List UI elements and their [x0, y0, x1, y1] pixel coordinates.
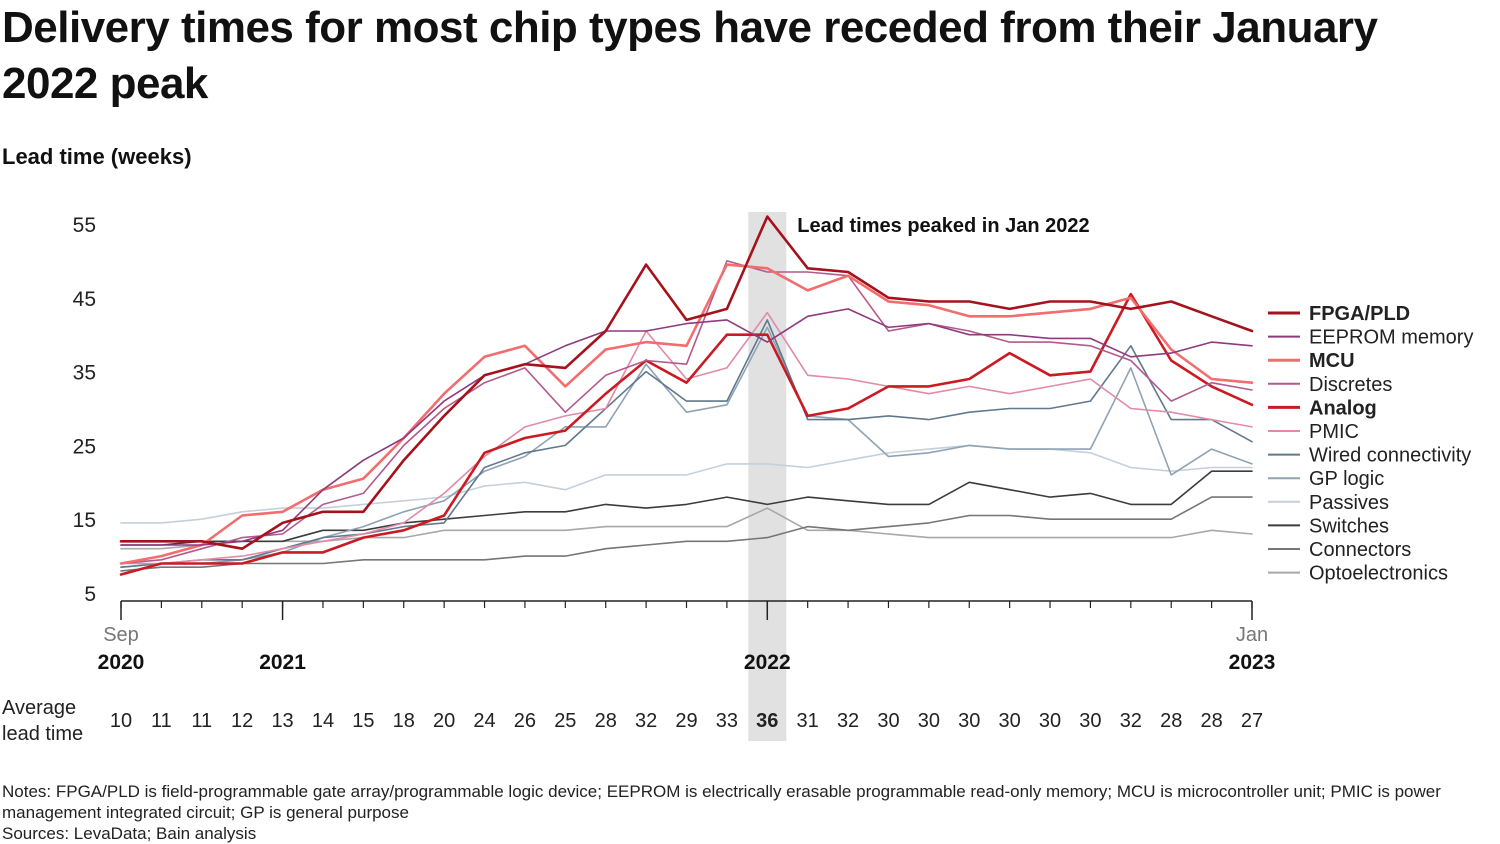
annotation: Lead times peaked in Jan 2022: [797, 215, 1089, 237]
y-tick-label: 5: [84, 583, 96, 606]
series-line-analog: [119, 292, 1254, 576]
y-axis-ticks: 5 15 25 35 45 55: [73, 214, 96, 606]
series-line-wired-connectivity: [120, 319, 1253, 569]
avg-lead-time-value: 30: [958, 710, 980, 732]
legend-label: Optoelectronics: [1309, 563, 1448, 585]
avg-lead-time-value: 31: [797, 710, 819, 732]
avg-lead-time-value: 33: [716, 710, 738, 732]
series-line-fpga-pld: [119, 215, 1254, 551]
notes-section: Notes: FPGA/PLD is field-programmable ga…: [2, 781, 1492, 844]
sources-text: Sources: LevaData; Bain analysis: [2, 824, 257, 843]
avg-lead-time-value: 14: [312, 710, 334, 732]
avg-lead-time-value: 13: [271, 710, 293, 732]
peak-highlight-band: [748, 212, 787, 741]
avg-lead-time-value: 11: [191, 710, 212, 732]
notes-text: Notes: FPGA/PLD is field-programmable ga…: [2, 782, 1441, 822]
avg-lead-time-value: 30: [1079, 710, 1101, 732]
avg-lead-time-value: 32: [837, 710, 859, 732]
avg-lead-time-value: 26: [514, 710, 536, 732]
x-tick-year: 2023: [1229, 651, 1276, 674]
peak-band: [748, 212, 787, 741]
avg-lead-time-value: 32: [1120, 710, 1142, 732]
y-tick-label: 45: [73, 288, 96, 311]
series-line-passives: [120, 444, 1253, 524]
avg-label-line2: lead time: [2, 723, 83, 745]
x-axis: Sep 2020 2021 2022 Jan 2023: [98, 600, 1276, 674]
avg-lead-time-value: 15: [352, 710, 374, 732]
line-chart: 5 15 25 35 45 55 Sep 2020 2021 2022 Jan 2023 FPGA/…: [2, 212, 1473, 745]
avg-lead-time-value: 12: [231, 710, 253, 732]
avg-lead-time-value: 30: [1039, 710, 1061, 732]
x-tick-year: 2020: [98, 651, 145, 674]
avg-lead-time-value: 29: [675, 710, 697, 732]
legend-label: Switches: [1309, 515, 1389, 537]
avg-lead-time-value: 27: [1241, 710, 1263, 732]
avg-lead-time-value: 32: [635, 710, 657, 732]
avg-lead-time-value: 30: [877, 710, 899, 732]
series-line-switches: [120, 470, 1253, 546]
legend-label: Wired connectivity: [1309, 445, 1471, 467]
avg-lead-time-value: 11: [151, 710, 172, 732]
series-line-mcu: [119, 263, 1254, 565]
y-tick-label: 55: [73, 214, 96, 237]
legend-label: Analog: [1309, 397, 1377, 419]
x-tick-month: Jan: [1236, 624, 1268, 646]
y-tick-label: 25: [73, 435, 96, 458]
avg-lead-time-value: 18: [393, 710, 415, 732]
avg-lead-time-value: 24: [473, 710, 495, 732]
x-tick-year: 2021: [259, 651, 306, 674]
legend-label: EEPROM memory: [1309, 327, 1473, 349]
peak-annotation: Lead times peaked in Jan 2022: [797, 215, 1089, 237]
avg-lead-time-value: 28: [1200, 710, 1222, 732]
avg-lead-time-value: 25: [554, 710, 576, 732]
avg-lead-time-value: 36: [756, 710, 778, 732]
y-tick-label: 35: [73, 362, 96, 385]
legend-label: FPGA/PLD: [1309, 303, 1410, 325]
average-lead-time-row: Average lead time 10 11 11 12 13 14 15 18 20 24 26 25…: [2, 697, 1263, 745]
legend-label: Connectors: [1309, 539, 1411, 561]
series-line-gp-logic: [120, 326, 1253, 569]
chart-title: Delivery times for most chip types have …: [2, 3, 1378, 108]
avg-lead-time-value: 10: [110, 710, 132, 732]
series-line-connectors: [120, 496, 1253, 572]
y-axis-title: Lead time (weeks): [2, 144, 192, 169]
legend-label: Passives: [1309, 492, 1389, 514]
legend-label: MCU: [1309, 350, 1355, 372]
y-tick-label: 15: [73, 509, 96, 532]
avg-lead-time-value: 28: [595, 710, 617, 732]
avg-lead-time-value: 30: [918, 710, 940, 732]
series-line-eeprom-memory: [120, 308, 1253, 546]
avg-lead-time-value: 28: [1160, 710, 1182, 732]
avg-lead-time-value: 20: [433, 710, 455, 732]
legend-label: PMIC: [1309, 421, 1359, 443]
avg-lead-time-value: 30: [999, 710, 1021, 732]
series-line-pmic: [120, 311, 1253, 565]
x-tick-month: Sep: [103, 624, 139, 646]
x-tick-year: 2022: [744, 651, 791, 674]
series-lines: [119, 215, 1254, 576]
legend-label: GP logic: [1309, 468, 1384, 490]
avg-label-line1: Average: [2, 697, 76, 719]
legend-label: Discretes: [1309, 374, 1392, 396]
